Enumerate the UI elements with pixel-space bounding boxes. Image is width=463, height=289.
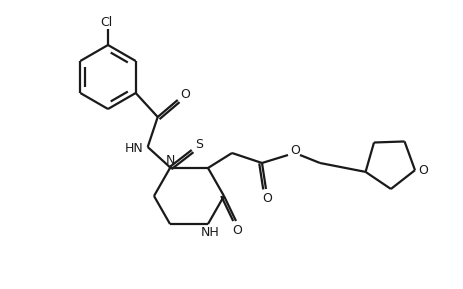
Text: O: O: [232, 223, 242, 236]
Text: O: O: [418, 164, 428, 177]
Text: S: S: [195, 138, 203, 151]
Text: O: O: [180, 88, 190, 101]
Text: HN: HN: [125, 142, 143, 155]
Text: N: N: [165, 153, 175, 166]
Text: O: O: [290, 144, 300, 157]
Text: Cl: Cl: [100, 16, 112, 29]
Text: O: O: [262, 192, 272, 205]
Text: NH: NH: [200, 227, 219, 240]
